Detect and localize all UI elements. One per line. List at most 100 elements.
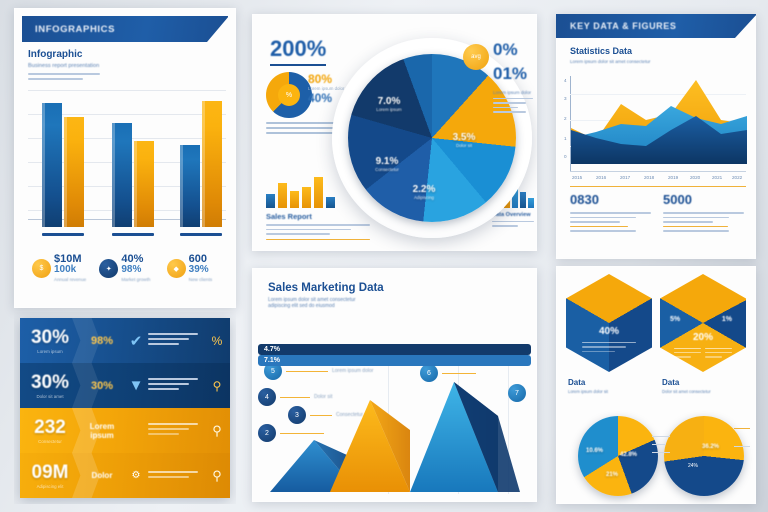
chevron-percent: 98% (90, 334, 114, 347)
bar-orange (134, 141, 154, 227)
chevron-row-2[interactable]: 30% Dolor sit amet 30% ▼ ⚲ (20, 363, 230, 408)
chevron-number: 30% (30, 372, 70, 393)
callout-3[interactable]: 3 Consectetur (288, 406, 363, 424)
mid-right-stat-1: 0% (493, 40, 518, 59)
right-ribbon-header: KEY DATA & FIGURES (556, 14, 756, 38)
numbered-dot-icon: 3 (288, 406, 306, 424)
hexagon-2-caption-text: Dolor sit amet consectetur (662, 389, 711, 394)
left-heading: Infographic (28, 49, 83, 60)
numbered-dot-icon: 5 (264, 362, 282, 380)
hexagon-1-caption: Data Lorem ipsum dolor sit (568, 378, 624, 394)
pin-icon: ⚲ (212, 422, 222, 438)
bar-blue (180, 145, 200, 227)
chevron-row-4[interactable]: 09M Adipiscing elit Dolor ⚙ ⚲ (20, 453, 230, 498)
mid-right-caption: Lorem ipsum dolor (493, 90, 533, 116)
pie-label-light: 2.2% Adipiscing (400, 184, 448, 200)
donut-right-label-1: 36.2% (702, 444, 720, 450)
bar-orange (64, 117, 84, 227)
mountain-heading-block: Sales Marketing Data Lorem ipsum dolor s… (268, 282, 384, 309)
callout-tag-dark[interactable]: 4.7% (258, 344, 531, 355)
numbered-dot-icon: 2 (258, 424, 276, 442)
hexagon-1[interactable]: 40% (566, 274, 652, 372)
area-chart-y-axis (570, 76, 571, 172)
hexagon-2-left-value: 5% (670, 316, 681, 323)
hexagon-2-value: 20% (692, 332, 713, 343)
hexagon-1-caption-text: Lorem ipsum dolor sit (568, 389, 609, 394)
area-y-tick: 1 (564, 136, 567, 141)
hexagon-2[interactable]: 5% 1% 20% (660, 274, 746, 372)
avg-badge-label: avg (471, 54, 481, 60)
donut-left-label-2: 42.8% (620, 452, 638, 458)
chevron-text-lines (148, 378, 204, 393)
area-x-tick: 2022 (732, 175, 743, 180)
stat-caption: Annual revenue (54, 277, 87, 282)
area-x-tick: 2021 (712, 175, 723, 180)
pie-label-value: 7.0% (377, 96, 401, 107)
donut-left-label-3: 21% (606, 472, 619, 478)
mountain-heading: Sales Marketing Data (268, 282, 384, 294)
area-x-tick: 2020 (690, 175, 701, 180)
stat-item: ✦ 40% 98% Market growth (91, 254, 158, 300)
circle-badge-icon: ◆ (166, 259, 186, 278)
area-x-tick: 2016 (596, 175, 607, 180)
mini-caption-text: Sales Report (266, 212, 312, 221)
callout-text: Dolor sit (314, 394, 333, 400)
mid-big-stat-rule (270, 64, 326, 66)
bar-group-2 (112, 123, 154, 227)
area-y-tick: 0 (564, 154, 567, 159)
chevron-sub: Lorem ipsum (37, 349, 63, 354)
mid-substat-blue: 40% (308, 91, 333, 105)
hexagon-2-caption-title: Data (662, 378, 680, 387)
left-body-lines (28, 73, 116, 80)
left-ribbon-title: INFOGRAPHICS (35, 23, 116, 35)
circle-badge-icon: $ (32, 259, 51, 278)
stat-value-secondary: 98% (121, 264, 142, 275)
hexagon-2-center-value: 20% (660, 332, 746, 343)
chevron-sub: Consectetur (38, 439, 62, 444)
area-y-tick: 4 (564, 78, 567, 83)
mini-chart-caption-left: Sales Report (266, 212, 370, 243)
stat-caption: New clients (188, 277, 213, 282)
stat-value-secondary: 39% (188, 264, 209, 275)
chevron-row-1[interactable]: 30% Lorem ipsum 98% ✔ % (20, 318, 230, 363)
donut-left[interactable] (578, 416, 658, 496)
percent-icon: % (211, 333, 223, 348)
pie-label-sub: Consectetur (375, 167, 399, 172)
mid-body-lines (266, 122, 384, 137)
mountain-shapes (270, 382, 520, 492)
bar-group-3 (180, 101, 222, 227)
right-stat-2: 5000 (663, 192, 744, 235)
stat-value: 40% (121, 253, 144, 265)
area-x-tick: 2019 (668, 175, 679, 180)
callout-6[interactable]: 6 (420, 364, 476, 382)
mini-bar-chart-sales (266, 172, 335, 208)
pin-icon: ⚲ (212, 378, 222, 393)
stat-item: ◆ 600 39% New clients (159, 254, 226, 300)
chevron-number: 30% (30, 327, 70, 348)
chevron-number: 09M (31, 462, 69, 483)
hexagon-1-center-value: 40% (566, 326, 652, 337)
right-heading: Statistics Data (570, 46, 633, 56)
right-ribbon-title: KEY DATA & FIGURES (570, 21, 677, 31)
callout-tag-mid[interactable]: 7.1% (258, 355, 531, 366)
chevron-number: 232 (34, 417, 66, 438)
donut-right[interactable] (664, 416, 744, 496)
area-x-tick: 2017 (620, 175, 631, 180)
callout-4[interactable]: 4 Dolor sit (258, 388, 332, 406)
pie-label-navy: 7.0% Lorem ipsum (364, 96, 414, 112)
numbered-dot-icon: 7 (508, 384, 526, 402)
area-x-tick: 2015 (572, 175, 583, 180)
chevron-text-lines (148, 470, 204, 481)
left-bar-chart (28, 86, 226, 236)
hexagon-1-value: 40% (598, 326, 619, 337)
chevron-row-3[interactable]: 232 Consectetur Lorem ipsum ⚲ (20, 408, 230, 453)
callout-text: Lorem ipsum dolor (332, 368, 374, 374)
stat-value: 600 (188, 253, 208, 265)
callout-2[interactable]: 2 (258, 424, 324, 442)
mid-substat-orange: 80% (308, 72, 333, 86)
chevron-text-lines (148, 333, 204, 348)
gear-icon: ⚙ (131, 470, 141, 481)
pin-icon: ⚲ (212, 467, 222, 483)
pie-label-dark: 9.1% Consectetur (362, 156, 412, 172)
callout-5[interactable]: 5 Lorem ipsum dolor (264, 362, 373, 380)
